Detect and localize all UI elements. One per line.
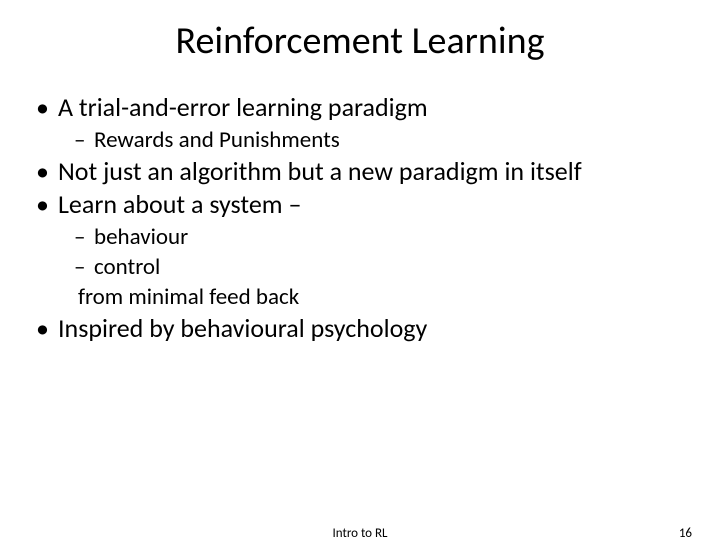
footer-center-text: Intro to RL <box>332 526 387 541</box>
page-number: 16 <box>679 526 692 541</box>
slide-content: A trial-and-error learning paradigm Rewa… <box>30 92 690 345</box>
slide-title: Reinforcement Learning <box>30 18 690 64</box>
bullet-3-sub-2: control <box>74 253 690 281</box>
bullet-3: Learn about a system – <box>36 189 690 221</box>
bullet-4: Inspired by behavioural psychology <box>36 313 690 345</box>
bullet-1-sub-1: Rewards and Punishments <box>74 126 690 154</box>
bullet-3-sub-1: behaviour <box>74 223 690 251</box>
bullet-1: A trial-and-error learning paradigm <box>36 92 690 124</box>
slide: Reinforcement Learning A trial-and-error… <box>0 0 720 540</box>
bullet-2: Not just an algorithm but a new paradigm… <box>36 156 690 188</box>
bullet-3-sub-3: from minimal feed back <box>78 283 690 311</box>
